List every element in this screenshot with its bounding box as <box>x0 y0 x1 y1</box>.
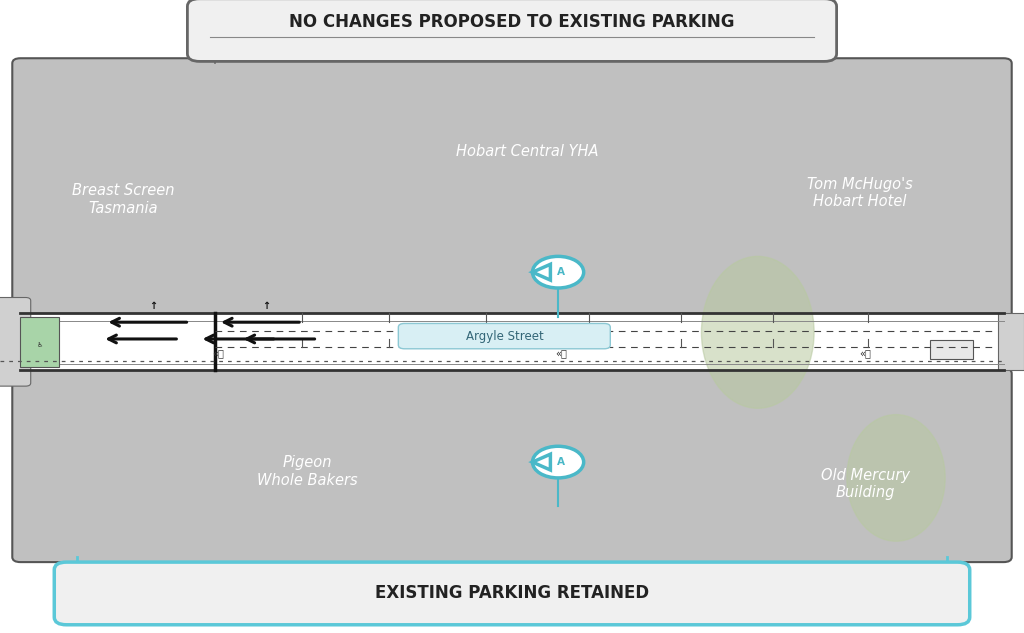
FancyBboxPatch shape <box>12 368 1012 562</box>
Circle shape <box>532 446 584 478</box>
Text: Old Mercury
Building: Old Mercury Building <box>821 468 909 501</box>
Polygon shape <box>532 265 551 280</box>
Polygon shape <box>532 454 551 470</box>
Circle shape <box>532 256 584 288</box>
FancyBboxPatch shape <box>187 0 837 61</box>
Text: ♿: ♿ <box>37 342 43 348</box>
Text: Tom McHugo's
Hobart Hotel: Tom McHugo's Hobart Hotel <box>807 177 913 210</box>
Text: EXISTING PARKING RETAINED: EXISTING PARKING RETAINED <box>375 584 649 603</box>
FancyBboxPatch shape <box>0 298 31 386</box>
Text: «🚲: «🚲 <box>859 348 871 358</box>
Text: A: A <box>557 267 564 277</box>
FancyBboxPatch shape <box>398 323 610 349</box>
Text: ↑: ↑ <box>150 301 158 311</box>
Text: A: A <box>557 457 564 467</box>
Text: «🚲: «🚲 <box>555 348 567 358</box>
Bar <box>998 313 1024 370</box>
Text: ↑: ↑ <box>262 301 270 311</box>
Ellipse shape <box>847 415 945 541</box>
FancyBboxPatch shape <box>54 562 970 625</box>
Text: Pigeon
Whole Bakers: Pigeon Whole Bakers <box>257 455 357 488</box>
Text: Hobart Central YHA: Hobart Central YHA <box>456 144 599 160</box>
FancyBboxPatch shape <box>12 58 1012 322</box>
Text: Argyle Street: Argyle Street <box>466 330 544 342</box>
Text: NO CHANGES PROPOSED TO EXISTING PARKING: NO CHANGES PROPOSED TO EXISTING PARKING <box>289 13 735 30</box>
Text: Breast Screen
Tasmania: Breast Screen Tasmania <box>72 183 174 216</box>
Text: «🚲: «🚲 <box>212 348 224 358</box>
Ellipse shape <box>701 256 814 408</box>
Bar <box>20 317 59 367</box>
Bar <box>0 313 1024 370</box>
Bar <box>930 340 973 359</box>
